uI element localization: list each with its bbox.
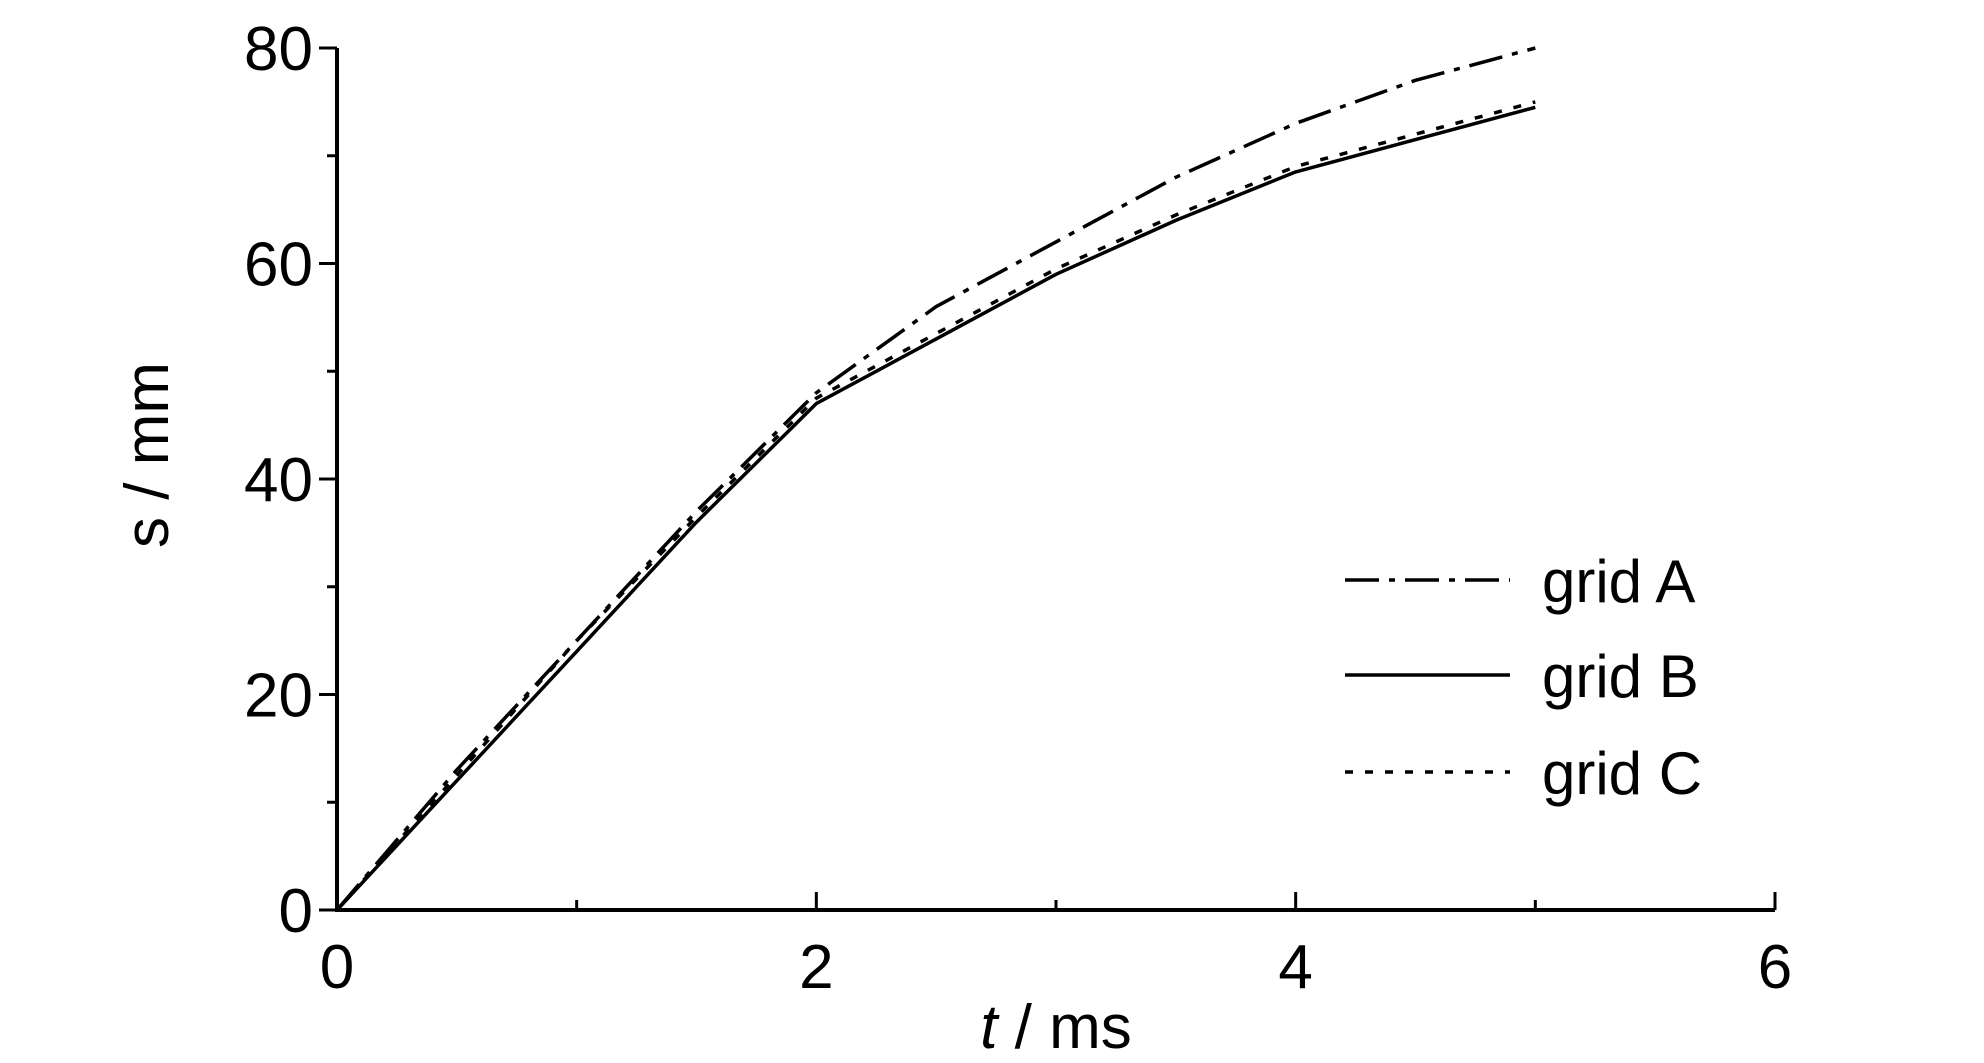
y-tick-label-3: 60 [244,231,313,300]
y-axis-title: s / mm [113,362,182,548]
y-tick-label-2: 40 [244,446,313,515]
x-tick-label-1: 2 [799,933,833,1002]
series-group [335,46,1536,912]
ticks [319,46,1777,912]
x-tick-label-0: 0 [320,933,354,1002]
legend-label-2: grid C [1542,740,1702,807]
series-line-grid-a [335,46,1536,912]
legend-label-1: grid B [1542,643,1699,710]
legend: grid A grid B grid C [1345,548,1702,807]
x-tick-label-2: 4 [1278,933,1312,1002]
series-line-grid-b [335,105,1536,912]
legend-label-0: grid A [1542,548,1695,615]
y-tick-label-1: 20 [244,662,313,731]
y-tick-label-0: 0 [279,877,313,946]
y-tick-label-4: 80 [244,15,313,84]
x-axis-title-unit: / ms [997,993,1131,1062]
x-axis-title: t / ms [980,993,1132,1062]
x-axis-title-variable: t [980,993,1000,1062]
series-line-grid-c [335,100,1536,912]
x-tick-label-3: 6 [1758,933,1792,1002]
